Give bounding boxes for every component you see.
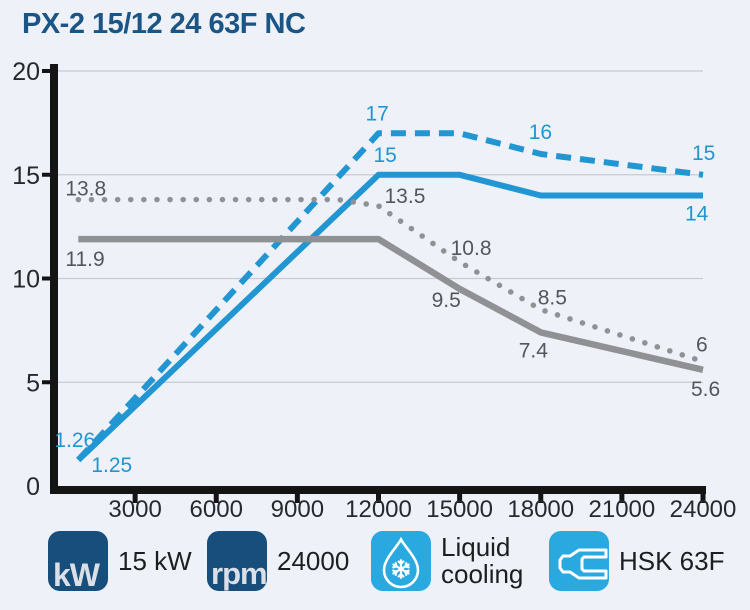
kw-badge: kW [48, 531, 108, 591]
tool-holder-icon [558, 548, 608, 580]
x-tick-3000 [132, 494, 138, 503]
value-label: 1.25 [91, 454, 132, 477]
spec-legend: kW 15 kW rpm 24000 [0, 531, 750, 595]
x-tick-6000 [213, 494, 219, 503]
spec-item-power: kW 15 kW [48, 531, 192, 591]
y-axis-line [50, 64, 58, 494]
rpm-icon: rpm [211, 555, 267, 591]
y-tick-label: 15 [12, 162, 40, 190]
axis-ticks: 0 5 10 15 20 3000 6000 9000 12000 15000 18000 21000… [12, 58, 736, 523]
y-tick-10 [42, 276, 50, 281]
spec-item-cooling: Liquid cooling [371, 531, 533, 591]
series-gray-solid-continuous [78, 235, 704, 373]
chart-series [75, 130, 706, 463]
value-label: 15 [374, 144, 397, 167]
power-torque-chart: 0 5 10 15 20 3000 6000 9000 12000 15000 18000 21000… [12, 58, 736, 523]
value-label: 8.5 [538, 287, 567, 310]
spec-item-speed: rpm 24000 [207, 531, 349, 591]
value-label: 9.5 [432, 289, 461, 312]
value-label: 13.8 [65, 178, 106, 201]
value-label: 1.26 [54, 429, 95, 452]
droplet-snowflake-icon [382, 536, 420, 589]
x-tick-24000 [700, 494, 706, 503]
value-label: 13.5 [385, 185, 426, 208]
x-tick-label: 21000 [589, 496, 656, 523]
rpm-badge: rpm [207, 531, 267, 591]
x-tick-15000 [457, 494, 463, 503]
spec-speed-value: 24000 [277, 545, 350, 576]
chart-value-labels: 13.8 11.9 1.261.25 17 15 13.5 16 10.8 9.5 8.5 7.4 1… [54, 102, 720, 477]
value-label: 15 [692, 142, 715, 165]
y-tick-label: 5 [26, 369, 40, 397]
series-blue-dashed-peak [76, 130, 704, 462]
x-tick-label: 24000 [670, 496, 737, 523]
value-label: 10.8 [451, 237, 492, 260]
value-label: 7.4 [519, 339, 549, 362]
y-tick-5 [42, 380, 50, 385]
series-blue-solid-continuous [76, 171, 703, 463]
page-title: PX-2 15/12 24 63F NC [22, 8, 306, 40]
x-tick-label: 3000 [108, 496, 161, 523]
value-label: 5.6 [691, 378, 720, 401]
series-gray-dotted-peak [75, 196, 706, 365]
y-tick-label: 10 [12, 266, 40, 294]
value-label: 11.9 [65, 248, 104, 271]
x-tick-label: 6000 [190, 496, 243, 523]
y-tick-15 [42, 172, 50, 177]
x-tick-label: 12000 [345, 496, 412, 523]
y-tick-20 [42, 69, 50, 73]
x-tick-label: 9000 [271, 496, 324, 523]
spec-item-toolholder: HSK 63F [549, 531, 725, 591]
x-tick-label: 15000 [426, 496, 493, 523]
x-tick-12000 [376, 494, 381, 503]
x-tick-9000 [294, 494, 300, 503]
spec-toolholder-value: HSK 63F [619, 545, 725, 576]
kw-icon: kW [53, 556, 100, 591]
x-tick-18000 [538, 494, 544, 503]
hsk-badge [549, 531, 609, 591]
spec-power-value: 15 kW [118, 545, 192, 576]
value-label: 6 [696, 334, 708, 357]
x-tick-label: 18000 [507, 496, 574, 523]
liquid-cooling-badge [371, 531, 431, 591]
value-label: 16 [529, 121, 552, 144]
x-axis-line [50, 486, 706, 494]
y-tick-label: 20 [12, 58, 40, 86]
x-tick-21000 [619, 494, 625, 503]
value-label: 17 [366, 102, 389, 125]
spec-cooling-value: Liquid cooling [441, 532, 524, 589]
value-label: 14 [685, 203, 709, 226]
y-tick-label: 0 [26, 473, 40, 501]
